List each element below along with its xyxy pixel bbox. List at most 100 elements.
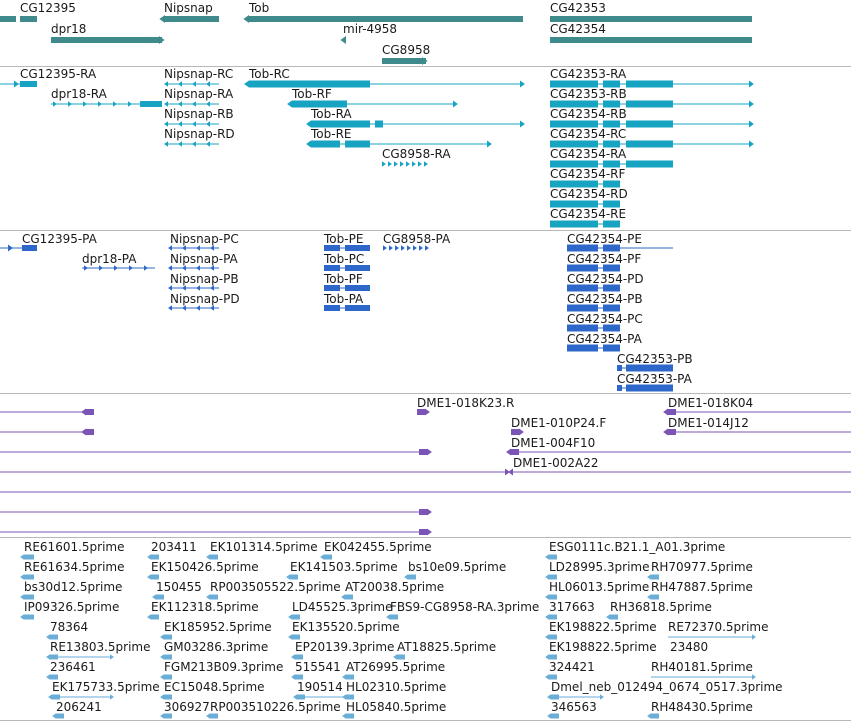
est-label[interactable]: RH40181.5prime — [651, 660, 753, 674]
transcript-label[interactable]: Nipsnap-PB — [170, 272, 239, 286]
transcript-label[interactable]: Nipsnap-RA — [164, 87, 234, 101]
est-label[interactable]: 23480 — [670, 640, 709, 654]
est-label[interactable]: EK141503.5prime — [290, 560, 398, 574]
est-label[interactable]: RH47887.5prime — [651, 580, 753, 594]
est-label[interactable]: LD28995.3prime — [549, 560, 650, 574]
transcript-label[interactable]: CG42354-PE — [567, 232, 642, 246]
est-label[interactable]: FBS9-CG8958-RA.3prime — [390, 600, 540, 614]
est-label[interactable]: RP003505522.5prime — [210, 580, 341, 594]
est-label[interactable]: EK135520.5prime — [292, 620, 400, 634]
est-label[interactable]: EK150426.5prime — [151, 560, 259, 574]
transcript-label[interactable]: dpr18-RA — [51, 87, 107, 101]
transcript-label[interactable]: CG42354-PA — [567, 332, 642, 346]
transcript-label[interactable]: Nipsnap-RB — [164, 107, 234, 121]
transcript-label[interactable]: Tob-PC — [324, 252, 365, 266]
est-label[interactable]: RP003510226.5prime — [210, 700, 341, 714]
transcript-label[interactable]: Tob-RC — [249, 67, 290, 81]
transcript-label[interactable]: CG8958-RA — [382, 147, 451, 161]
clone-label[interactable]: DME1-004F10 — [511, 436, 596, 450]
clone-label[interactable]: DME1-002A22 — [513, 456, 599, 470]
est-label[interactable]: 346563 — [551, 700, 597, 714]
est-label[interactable]: RE61601.5prime — [24, 540, 125, 554]
est-label[interactable]: RE13803.5prime — [50, 640, 151, 654]
transcript-label[interactable]: CG42354-PD — [567, 272, 644, 286]
transcript-label[interactable]: Nipsnap-RD — [164, 127, 235, 141]
gene-label[interactable]: Nipsnap — [164, 1, 213, 15]
gene-label[interactable]: mir-4958 — [343, 22, 398, 36]
gene-label[interactable]: CG42354 — [550, 22, 606, 36]
transcript-label[interactable]: Nipsnap-PD — [170, 292, 240, 306]
est-label[interactable]: RE72370.5prime — [668, 620, 769, 634]
est-label[interactable]: AT20038.5prime — [345, 580, 445, 594]
est-label[interactable]: 190514 — [297, 680, 343, 694]
est-label[interactable]: EK198822.5prime — [549, 620, 657, 634]
transcript-label[interactable]: dpr18-PA — [82, 252, 137, 266]
est-label[interactable]: HL02310.5prime — [346, 680, 447, 694]
transcript-label[interactable]: CG42353-RA — [550, 67, 627, 81]
transcript-label[interactable]: Tob-PF — [324, 272, 363, 286]
est-label[interactable]: FGM213B09.3prime — [164, 660, 284, 674]
est-label[interactable]: 324421 — [549, 660, 595, 674]
transcript-label[interactable]: CG42353-RB — [550, 87, 627, 101]
transcript-label[interactable]: Tob-RE — [311, 127, 352, 141]
est-label[interactable]: bs10e09.5prime — [408, 560, 507, 574]
est-label[interactable]: 78364 — [50, 620, 89, 634]
transcript-label[interactable]: Nipsnap-RC — [164, 67, 234, 81]
est-label[interactable]: 203411 — [151, 540, 197, 554]
est-label[interactable]: Dmel_neb_012494_0674_0517.3prime — [551, 680, 783, 694]
est-label[interactable]: GM03286.3prime — [164, 640, 269, 654]
est-label[interactable]: EC15048.5prime — [164, 680, 265, 694]
clone-label[interactable]: DME1-018K04 — [668, 396, 754, 410]
est-label[interactable]: EK185952.5prime — [164, 620, 272, 634]
est-label[interactable]: AT26995.5prime — [346, 660, 446, 674]
est-label[interactable]: 236461 — [50, 660, 96, 674]
est-label[interactable]: EP20139.3prime — [295, 640, 395, 654]
est-label[interactable]: LD45525.3prime — [292, 600, 393, 614]
transcript-label[interactable]: Tob-RF — [292, 87, 332, 101]
transcript-label[interactable]: Nipsnap-PA — [170, 252, 238, 266]
est-label[interactable]: EK101314.5prime — [210, 540, 318, 554]
est-label[interactable]: EK112318.5prime — [151, 600, 259, 614]
est-label[interactable]: EK175733.5prime — [52, 680, 160, 694]
clone-label[interactable]: DME1-014J12 — [668, 416, 749, 430]
transcript-label[interactable]: CG12395-PA — [22, 232, 97, 246]
est-label[interactable]: EK198822.5prime — [549, 640, 657, 654]
transcript-label[interactable]: CG42354-PC — [567, 312, 643, 326]
est-label[interactable]: ESG0111c.B21.1_A01.3prime — [549, 540, 726, 554]
est-label[interactable]: RE61634.5prime — [24, 560, 125, 574]
est-label[interactable]: bs30d12.5prime — [24, 580, 123, 594]
transcript-label[interactable]: CG42353-PA — [617, 372, 692, 386]
gene-label[interactable]: CG12395 — [20, 1, 76, 15]
est-label[interactable]: HL06013.5prime — [549, 580, 650, 594]
clone-label[interactable]: DME1-018K23.R — [417, 396, 515, 410]
gene-label[interactable]: CG42353 — [550, 1, 606, 15]
transcript-label[interactable]: CG42354-RD — [550, 187, 628, 201]
est-label[interactable]: EK042455.5prime — [324, 540, 432, 554]
est-label[interactable]: 317663 — [549, 600, 595, 614]
transcript-label[interactable]: CG42354-RA — [550, 147, 627, 161]
transcript-label[interactable]: CG42354-PB — [567, 292, 643, 306]
clone-label[interactable]: DME1-010P24.F — [511, 416, 607, 430]
transcript-label[interactable]: Nipsnap-PC — [170, 232, 239, 246]
transcript-label[interactable]: CG42354-RB — [550, 107, 627, 121]
transcript-label[interactable]: CG42354-RF — [550, 167, 626, 181]
est-label[interactable]: AT18825.5prime — [397, 640, 497, 654]
est-label[interactable]: 515541 — [295, 660, 341, 674]
transcript-label[interactable]: CG12395-RA — [20, 67, 97, 81]
transcript-label[interactable]: CG42353-PB — [617, 352, 693, 366]
transcript-label[interactable]: CG8958-PA — [383, 232, 451, 246]
gene-label[interactable]: Tob — [249, 1, 270, 15]
gene-label[interactable]: dpr18 — [51, 22, 87, 36]
est-label[interactable]: 306927 — [164, 700, 210, 714]
transcript-label[interactable]: CG42354-PF — [567, 252, 642, 266]
est-label[interactable]: 206241 — [56, 700, 102, 714]
gene-label[interactable]: CG8958 — [382, 43, 431, 57]
est-label[interactable]: IP09326.5prime — [24, 600, 120, 614]
est-label[interactable]: HL05840.5prime — [346, 700, 447, 714]
est-label[interactable]: RH70977.5prime — [651, 560, 753, 574]
transcript-label[interactable]: Tob-PA — [324, 292, 364, 306]
transcript-label[interactable]: CG42354-RC — [550, 127, 627, 141]
transcript-label[interactable]: Tob-RA — [311, 107, 352, 121]
est-label[interactable]: RH36818.5prime — [610, 600, 712, 614]
transcript-label[interactable]: CG42354-RE — [550, 207, 627, 221]
